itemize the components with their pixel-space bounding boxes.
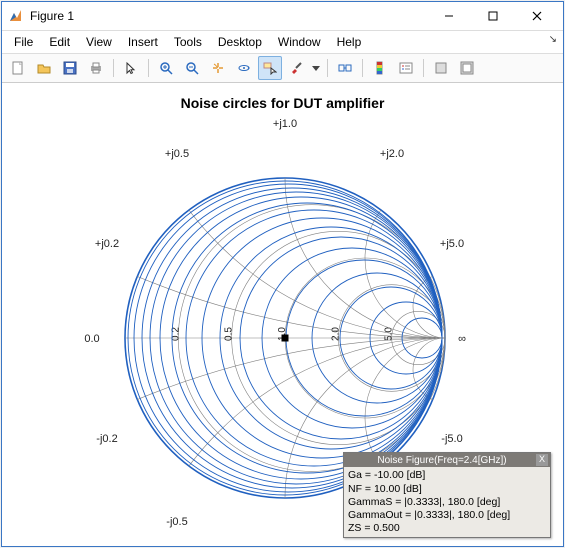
data-tip-line: ZS = 0.500 bbox=[348, 522, 546, 535]
data-tip-line: GammaS = |0.3333|, 180.0 [deg] bbox=[348, 496, 546, 509]
svg-text:0.5: 0.5 bbox=[224, 327, 235, 341]
pointer-icon[interactable] bbox=[119, 56, 143, 80]
svg-text:+j1.0: +j1.0 bbox=[273, 118, 297, 130]
svg-text:-j0.2: -j0.2 bbox=[96, 433, 117, 445]
menu-desktop[interactable]: Desktop bbox=[210, 33, 270, 51]
menu-tools[interactable]: Tools bbox=[166, 33, 210, 51]
window-title: Figure 1 bbox=[30, 9, 427, 23]
svg-text:0.0: 0.0 bbox=[84, 333, 99, 345]
data-tip-close-icon[interactable]: X bbox=[536, 454, 548, 466]
data-tip-body: Ga = -10.00 [dB] NF = 10.00 [dB] GammaS … bbox=[344, 467, 550, 537]
menu-window[interactable]: Window bbox=[270, 33, 329, 51]
svg-text:+j2.0: +j2.0 bbox=[380, 148, 404, 160]
save-icon[interactable] bbox=[58, 56, 82, 80]
toolbar-separator bbox=[327, 59, 328, 77]
menu-insert[interactable]: Insert bbox=[120, 33, 166, 51]
link-plot-icon[interactable] bbox=[333, 56, 357, 80]
show-plot-tools-icon[interactable] bbox=[455, 56, 479, 80]
svg-text:+j0.2: +j0.2 bbox=[95, 238, 119, 250]
toolbar bbox=[2, 54, 563, 83]
maximize-button[interactable] bbox=[471, 2, 515, 30]
titlebar: Figure 1 bbox=[2, 2, 563, 31]
toolbar-separator bbox=[423, 59, 424, 77]
minimize-button[interactable] bbox=[427, 2, 471, 30]
zoom-out-icon[interactable] bbox=[180, 56, 204, 80]
dropdown-arrow-icon[interactable] bbox=[310, 56, 322, 80]
menubar: File Edit View Insert Tools Desktop Wind… bbox=[2, 31, 563, 54]
menu-overflow-icon[interactable]: ↘ bbox=[549, 34, 557, 45]
toolbar-separator bbox=[113, 59, 114, 77]
colorbar-icon[interactable] bbox=[368, 56, 392, 80]
brush-icon[interactable] bbox=[284, 56, 308, 80]
toolbar-separator bbox=[362, 59, 363, 77]
axes[interactable]: Noise circles for DUT amplifier 0.20.51.… bbox=[2, 83, 563, 546]
menu-file[interactable]: File bbox=[6, 33, 41, 51]
svg-text:+j0.5: +j0.5 bbox=[165, 148, 189, 160]
svg-text:∞: ∞ bbox=[458, 333, 466, 345]
zoom-in-icon[interactable] bbox=[154, 56, 178, 80]
print-icon[interactable] bbox=[84, 56, 108, 80]
svg-text:-j5.0: -j5.0 bbox=[441, 433, 462, 445]
menu-view[interactable]: View bbox=[78, 33, 120, 51]
data-tip-header: Noise Figure(Freq=2.4[GHz]) X bbox=[344, 453, 550, 467]
rotate3d-icon[interactable] bbox=[232, 56, 256, 80]
legend-icon[interactable] bbox=[394, 56, 418, 80]
menu-edit[interactable]: Edit bbox=[41, 33, 78, 51]
figure-window: Figure 1 File Edit View Insert Tools Des… bbox=[1, 1, 564, 547]
open-file-icon[interactable] bbox=[32, 56, 56, 80]
data-tip[interactable]: Noise Figure(Freq=2.4[GHz]) X Ga = -10.0… bbox=[343, 452, 551, 538]
toolbar-separator bbox=[148, 59, 149, 77]
menu-help[interactable]: Help bbox=[329, 33, 370, 51]
matlab-icon bbox=[8, 8, 24, 24]
hide-plot-tools-icon[interactable] bbox=[429, 56, 453, 80]
close-button[interactable] bbox=[515, 2, 559, 30]
data-tip-line: Ga = -10.00 [dB] bbox=[348, 469, 546, 482]
pan-icon[interactable] bbox=[206, 56, 230, 80]
svg-text:+j5.0: +j5.0 bbox=[440, 238, 464, 250]
new-file-icon[interactable] bbox=[6, 56, 30, 80]
data-tip-title: Noise Figure(Freq=2.4[GHz]) bbox=[348, 455, 536, 466]
data-tip-line: GammaOut = |0.3333|, 180.0 [deg] bbox=[348, 509, 546, 522]
svg-text:-j0.5: -j0.5 bbox=[166, 516, 187, 528]
data-tip-line: NF = 10.00 [dB] bbox=[348, 483, 546, 496]
data-cursor-icon[interactable] bbox=[258, 56, 282, 80]
